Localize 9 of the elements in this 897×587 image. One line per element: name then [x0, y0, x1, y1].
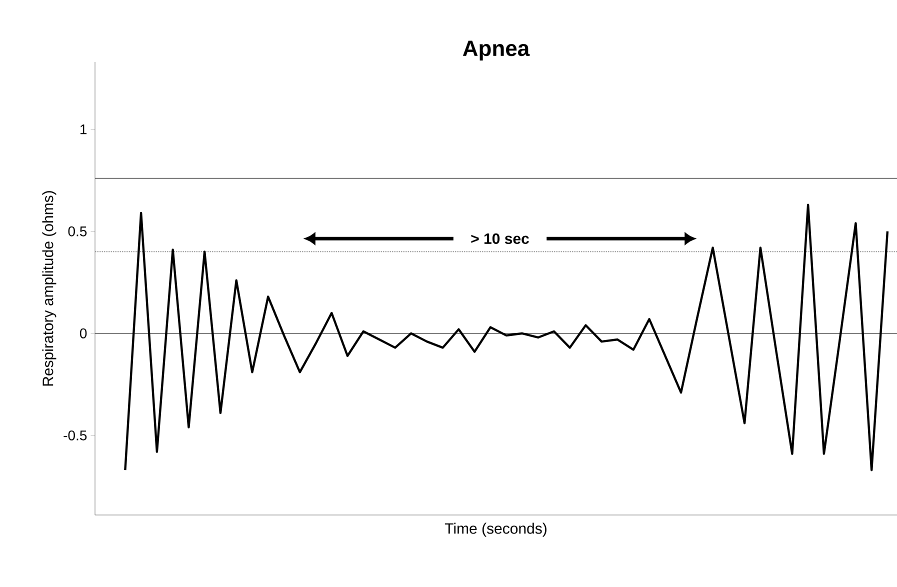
line-series: [124, 204, 889, 472]
y-axis-title: Respiratory amplitude (ohms): [42, 191, 56, 386]
chart-title: Apnea: [462, 40, 530, 60]
y-tick-label: -0.5: [64, 430, 87, 440]
y-tick-label: 1: [80, 124, 87, 134]
y-tick-label: 0: [80, 328, 87, 338]
y-tick-label: 0.5: [68, 226, 87, 236]
annotation: > 10 sec: [471, 233, 529, 244]
x-axis-title: Time (seconds): [444, 522, 546, 537]
